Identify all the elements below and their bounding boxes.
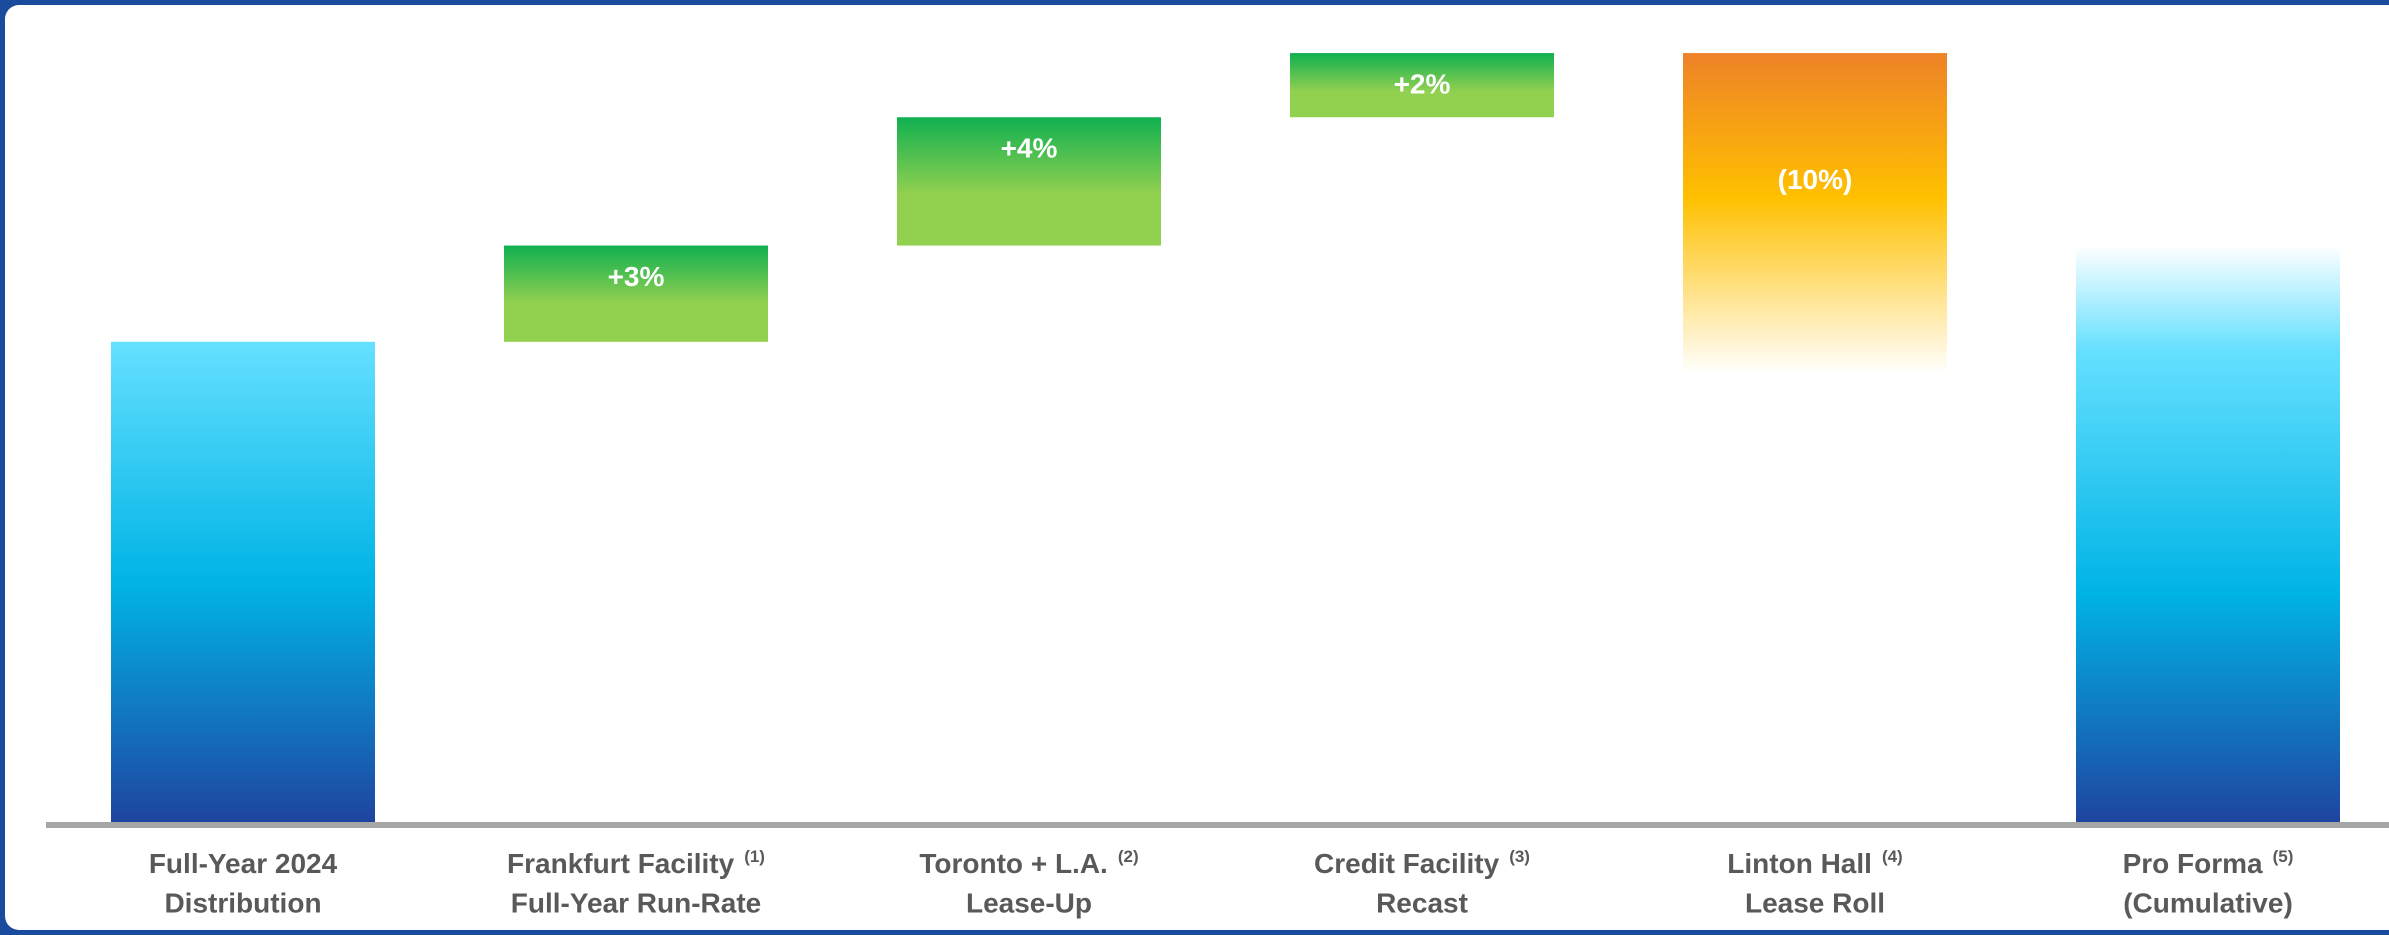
value-label: (10%) [1778,164,1853,195]
x-tick-label: Recast [1376,887,1468,918]
x-tick-label: Full-Year Run-Rate [511,887,761,918]
value-label: +2% [1394,68,1451,99]
bar [1290,53,1554,118]
footnote: (3) [1509,847,1530,866]
label-line: Frankfurt Facility [507,848,735,879]
footnote: (4) [1882,847,1903,866]
x-tick-label: Toronto + L.A. (2) [919,847,1138,879]
label-line: Pro Forma [2123,848,2263,879]
x-tick-label: Credit Facility (3) [1314,847,1530,879]
x-tick-label: Distribution [164,887,321,918]
x-tick-label: Full-Year 2024 [149,848,338,879]
label-line: Toronto + L.A. [919,848,1107,879]
label-line: Credit Facility [1314,848,1500,879]
label-line: Linton Hall [1727,848,1872,879]
x-tick-label: (Cumulative) [2123,887,2293,918]
value-label: +4% [1001,133,1058,164]
bar [504,245,768,342]
x-tick-label: Pro Forma (5) [2123,847,2294,879]
value-label: +3% [608,261,665,292]
x-tick-label: Frankfurt Facility (1) [507,847,765,879]
bar [897,117,1161,246]
footnote: (5) [2273,847,2294,866]
label-line: Full-Year 2024 [149,848,338,879]
bar [111,341,375,823]
x-tick-label: Lease Roll [1745,887,1885,918]
bar [1683,53,1947,374]
bar [2076,245,2340,823]
x-tick-label: Linton Hall (4) [1727,847,1902,879]
footnote: (2) [1118,847,1139,866]
footnote: (1) [744,847,765,866]
x-tick-label: Lease-Up [966,887,1092,918]
